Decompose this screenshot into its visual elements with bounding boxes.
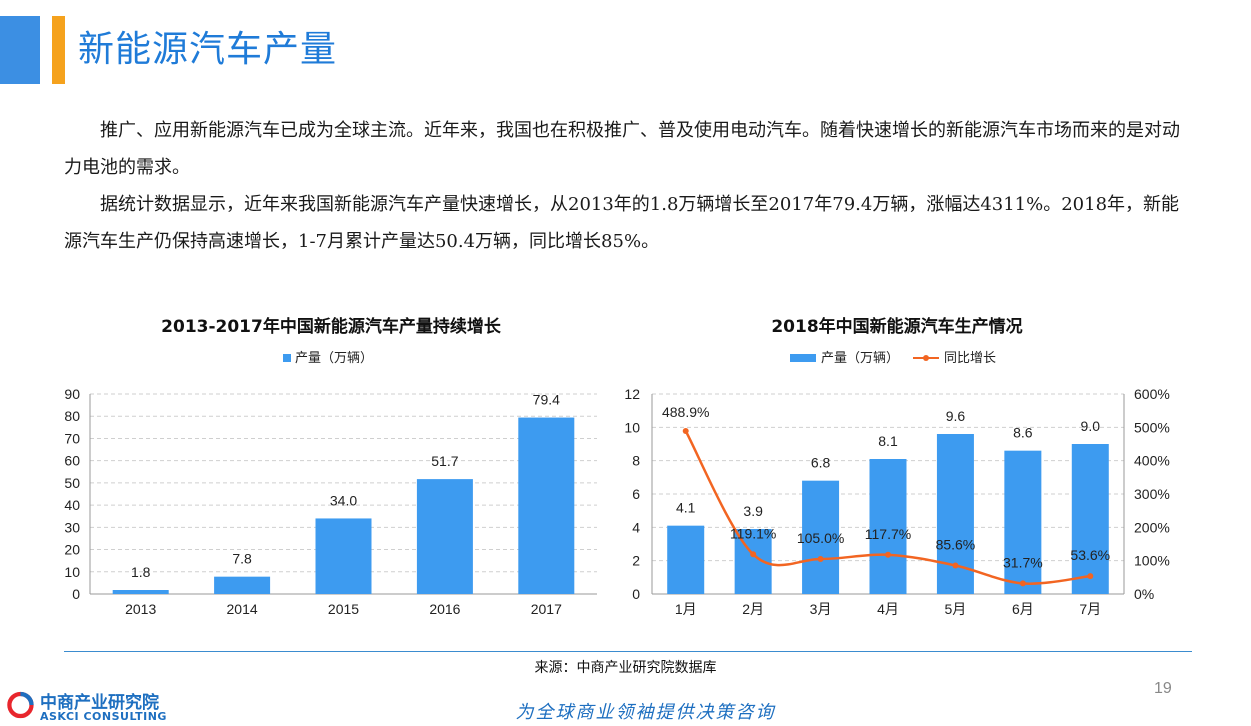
y2-tick-label: 200% bbox=[1134, 519, 1170, 535]
legend-label-bar: 产量（万辆） bbox=[821, 351, 899, 366]
growth-point bbox=[885, 551, 891, 558]
y-tick-label: 40 bbox=[64, 497, 80, 513]
y-tick-label: 4 bbox=[632, 519, 640, 535]
bar bbox=[214, 576, 271, 594]
bar-data-label: 79.4 bbox=[533, 392, 560, 408]
x-tick-label: 4月 bbox=[877, 601, 899, 617]
bar-data-label: 6.8 bbox=[811, 455, 831, 471]
bar-data-label: 51.7 bbox=[431, 453, 458, 469]
bar-data-label: 9.6 bbox=[946, 408, 966, 424]
bar bbox=[869, 459, 907, 594]
bar bbox=[1004, 450, 1042, 594]
bar bbox=[112, 590, 169, 594]
line-data-label: 31.7% bbox=[1003, 554, 1043, 570]
y-tick-label: 30 bbox=[64, 519, 80, 535]
legend-swatch bbox=[283, 354, 291, 362]
y2-tick-label: 300% bbox=[1134, 486, 1170, 502]
y-tick-label: 8 bbox=[632, 453, 640, 469]
y2-tick-label: 500% bbox=[1134, 419, 1170, 435]
y-tick-label: 10 bbox=[624, 419, 640, 435]
bar-data-label: 4.1 bbox=[676, 500, 696, 516]
logo-name-cn: 中商产业研究院 bbox=[40, 693, 159, 713]
slogan: 为全球商业领袖提供决策咨询 bbox=[515, 702, 776, 723]
line-data-label: 117.7% bbox=[865, 526, 911, 542]
line-data-label: 119.1% bbox=[730, 525, 776, 541]
bar-data-label: 9.0 bbox=[1081, 418, 1101, 434]
legend-label-line: 同比增长 bbox=[944, 351, 996, 366]
legend-swatch-bar bbox=[790, 354, 816, 362]
chart-title: 2018年中国新能源汽车生产情况 bbox=[771, 316, 1022, 337]
y-tick-label: 10 bbox=[64, 564, 80, 580]
growth-point bbox=[1019, 580, 1026, 587]
line-data-label: 85.6% bbox=[936, 536, 976, 552]
y-tick-label: 6 bbox=[632, 486, 640, 502]
header-accent-orange bbox=[52, 16, 65, 84]
x-tick-label: 2015 bbox=[328, 601, 359, 617]
bar-data-label: 7.8 bbox=[232, 551, 252, 567]
page-title: 新能源汽车产量 bbox=[78, 29, 338, 70]
x-tick-label: 1月 bbox=[675, 601, 697, 617]
y-tick-label: 80 bbox=[64, 408, 80, 424]
bar bbox=[1071, 444, 1109, 594]
y2-tick-label: 600% bbox=[1134, 386, 1170, 402]
line-data-label: 488.9% bbox=[662, 404, 709, 420]
bar-data-label: 8.1 bbox=[878, 433, 898, 449]
bar bbox=[315, 518, 372, 594]
bar-data-label: 1.8 bbox=[131, 564, 151, 580]
y2-tick-label: 0% bbox=[1134, 586, 1154, 602]
x-tick-label: 2013 bbox=[125, 601, 156, 617]
x-tick-label: 5月 bbox=[945, 601, 967, 617]
header-accent-blue bbox=[0, 16, 40, 84]
y-tick-label: 70 bbox=[64, 430, 80, 446]
x-tick-label: 2014 bbox=[227, 601, 258, 617]
bar-data-label: 3.9 bbox=[743, 503, 763, 519]
y-tick-label: 2 bbox=[632, 553, 640, 569]
x-tick-label: 6月 bbox=[1012, 601, 1034, 617]
bar bbox=[802, 480, 840, 594]
growth-point bbox=[750, 551, 757, 558]
growth-point bbox=[682, 428, 689, 435]
x-tick-label: 2016 bbox=[429, 601, 460, 617]
y-tick-label: 0 bbox=[632, 586, 640, 602]
x-tick-label: 2017 bbox=[531, 601, 562, 617]
legend-label: 产量（万辆） bbox=[295, 351, 373, 366]
page-number: 19 bbox=[1154, 680, 1172, 697]
source-note: 来源：中商产业研究院数据库 bbox=[534, 660, 717, 676]
bar bbox=[667, 525, 705, 594]
y-tick-label: 20 bbox=[64, 542, 80, 558]
growth-point bbox=[817, 556, 824, 562]
y-tick-label: 0 bbox=[72, 586, 80, 602]
footer-divider bbox=[64, 651, 1192, 652]
x-tick-label: 2月 bbox=[742, 601, 764, 617]
y-tick-label: 50 bbox=[64, 475, 80, 491]
logo-name-en: ASKCI CONSULTING bbox=[40, 710, 167, 723]
line-data-label: 105.0% bbox=[797, 530, 844, 546]
line-data-label: 53.6% bbox=[1070, 547, 1110, 563]
bar-data-label: 34.0 bbox=[330, 492, 357, 508]
legend-marker bbox=[923, 355, 929, 361]
y-tick-label: 12 bbox=[624, 386, 640, 402]
bar-data-label: 8.6 bbox=[1013, 425, 1033, 441]
y-tick-label: 90 bbox=[64, 386, 80, 402]
chart-title: 2013-2017年中国新能源汽车产量持续增长 bbox=[161, 316, 502, 337]
y-tick-label: 60 bbox=[64, 453, 80, 469]
growth-point bbox=[1087, 573, 1094, 580]
x-tick-label: 7月 bbox=[1079, 601, 1101, 617]
body-text: 推广、应用新能源汽车已成为全球主流。近年来，我国也在积极推广、普及使用电动汽车。… bbox=[64, 112, 1184, 260]
paragraph-2: 据统计数据显示，近年来我国新能源汽车产量快速增长，从2013年的1.8万辆增长至… bbox=[64, 194, 1180, 252]
growth-point bbox=[952, 562, 959, 569]
bar bbox=[416, 479, 473, 594]
x-tick-label: 3月 bbox=[810, 601, 832, 617]
bar bbox=[518, 417, 575, 594]
y2-tick-label: 100% bbox=[1134, 553, 1170, 569]
paragraph-1: 推广、应用新能源汽车已成为全球主流。近年来，我国也在积极推广、普及使用电动汽车。… bbox=[64, 120, 1180, 178]
y2-tick-label: 400% bbox=[1134, 453, 1170, 469]
askci-logo-icon bbox=[7, 691, 34, 719]
